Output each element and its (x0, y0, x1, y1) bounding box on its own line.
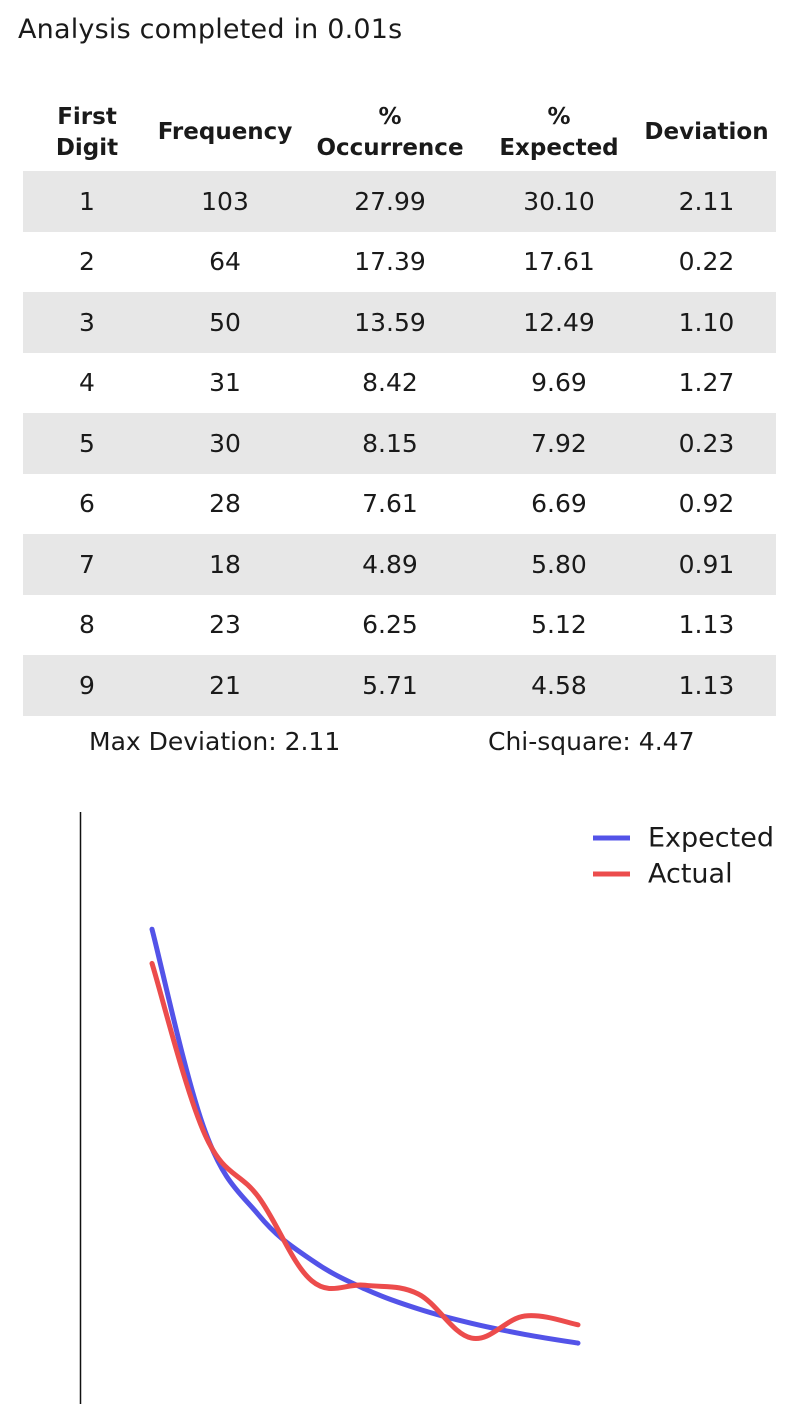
table-row: 4 31 8.42 9.69 1.27 (23, 353, 776, 414)
header-first-digit-line2: Digit (56, 135, 118, 161)
table-row: 7 18 4.89 5.80 0.91 (23, 534, 776, 595)
cell-frequency: 103 (151, 171, 299, 232)
cell-deviation: 0.22 (637, 232, 776, 293)
cell-expected: 30.10 (481, 171, 637, 232)
cell-frequency: 31 (151, 353, 299, 414)
cell-digit: 9 (23, 655, 151, 716)
series-line-actual (152, 963, 578, 1338)
cell-expected: 4.58 (481, 655, 637, 716)
cell-expected: 12.49 (481, 292, 637, 353)
series-layer (152, 929, 578, 1343)
cell-frequency: 21 (151, 655, 299, 716)
table-row: 8 23 6.25 5.12 1.13 (23, 595, 776, 656)
cell-expected: 5.80 (481, 534, 637, 595)
cell-occurrence: 8.15 (299, 413, 481, 474)
cell-deviation: 1.27 (637, 353, 776, 414)
analysis-status: Analysis completed in 0.01s (18, 14, 402, 45)
cell-digit: 4 (23, 353, 151, 414)
cell-frequency: 50 (151, 292, 299, 353)
cell-frequency: 30 (151, 413, 299, 474)
cell-digit: 8 (23, 595, 151, 656)
cell-occurrence: 5.71 (299, 655, 481, 716)
cell-digit: 5 (23, 413, 151, 474)
legend-label-actual: Actual (648, 859, 733, 890)
cell-occurrence: 7.61 (299, 474, 481, 535)
cell-frequency: 28 (151, 474, 299, 535)
frequency-line-chart: Expected Actual (0, 800, 800, 1404)
table-body: 1 103 27.99 30.10 2.11 2 64 17.39 17.61 0.22 3 50 13… (23, 171, 776, 716)
table-row: 5 30 8.15 7.92 0.23 (23, 413, 776, 474)
cell-frequency: 18 (151, 534, 299, 595)
cell-occurrence: 17.39 (299, 232, 481, 293)
header-frequency: Frequency (151, 95, 299, 171)
table-row: 2 64 17.39 17.61 0.22 (23, 232, 776, 293)
cell-deviation: 0.92 (637, 474, 776, 535)
cell-occurrence: 6.25 (299, 595, 481, 656)
cell-occurrence: 4.89 (299, 534, 481, 595)
cell-deviation: 1.10 (637, 292, 776, 353)
header-expected-line1: % (547, 104, 570, 130)
cell-expected: 5.12 (481, 595, 637, 656)
header-occurrence-line2: Occurrence (316, 135, 463, 161)
header-occurrence-line1: % (378, 104, 401, 130)
cell-deviation: 0.23 (637, 413, 776, 474)
table-row: 9 21 5.71 4.58 1.13 (23, 655, 776, 716)
cell-digit: 2 (23, 232, 151, 293)
series-line-expected (152, 929, 578, 1343)
chi-square-text: Chi-square: 4.47 (488, 727, 694, 756)
cell-frequency: 23 (151, 595, 299, 656)
cell-deviation: 1.13 (637, 655, 776, 716)
max-deviation-text: Max Deviation: 2.11 (89, 727, 340, 756)
cell-expected: 17.61 (481, 232, 637, 293)
table-row: 3 50 13.59 12.49 1.10 (23, 292, 776, 353)
benford-results-table: First Digit Frequency % Occurrence % Exp… (23, 95, 776, 716)
header-expected: % Expected (481, 95, 637, 171)
table-header-row: First Digit Frequency % Occurrence % Exp… (23, 95, 776, 171)
cell-deviation: 0.91 (637, 534, 776, 595)
header-deviation: Deviation (637, 95, 776, 171)
cell-expected: 6.69 (481, 474, 637, 535)
cell-occurrence: 13.59 (299, 292, 481, 353)
header-expected-line2: Expected (499, 135, 618, 161)
legend-label-expected: Expected (648, 823, 774, 854)
cell-digit: 3 (23, 292, 151, 353)
chart-legend: Expected Actual (593, 823, 774, 890)
cell-digit: 7 (23, 534, 151, 595)
table-row: 6 28 7.61 6.69 0.92 (23, 474, 776, 535)
cell-occurrence: 8.42 (299, 353, 481, 414)
header-occurrence: % Occurrence (299, 95, 481, 171)
cell-frequency: 64 (151, 232, 299, 293)
table-row: 1 103 27.99 30.10 2.11 (23, 171, 776, 232)
cell-digit: 6 (23, 474, 151, 535)
cell-expected: 7.92 (481, 413, 637, 474)
cell-expected: 9.69 (481, 353, 637, 414)
header-first-digit-line1: First (57, 104, 117, 130)
header-first-digit: First Digit (23, 95, 151, 171)
cell-deviation: 1.13 (637, 595, 776, 656)
cell-deviation: 2.11 (637, 171, 776, 232)
cell-occurrence: 27.99 (299, 171, 481, 232)
cell-digit: 1 (23, 171, 151, 232)
